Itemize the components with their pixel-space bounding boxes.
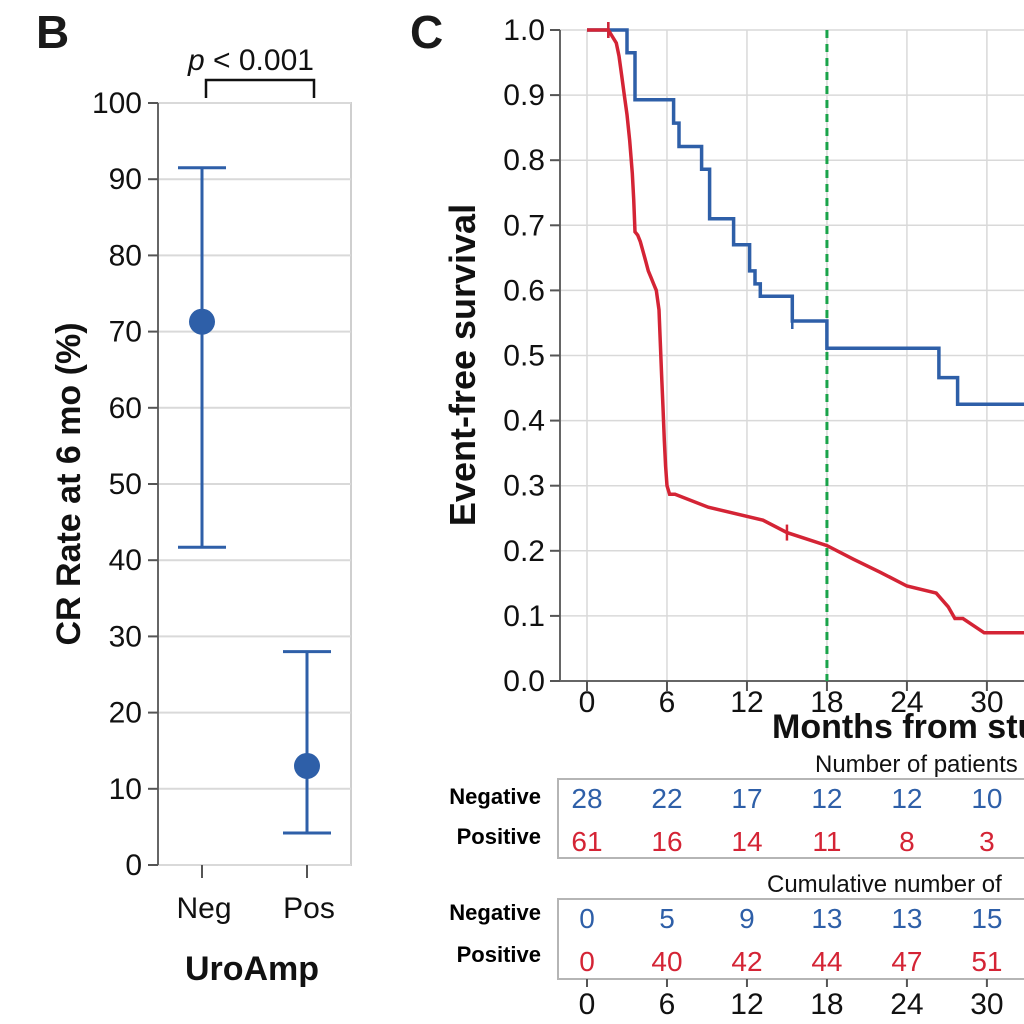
bottom-tick-label: 30 (970, 988, 1003, 1021)
table-cell: 61 (571, 826, 602, 857)
y-tick-label: 90 (109, 163, 142, 196)
panel-c-y-axis-title: Event-free survival (442, 204, 483, 526)
table-cell: 28 (571, 783, 602, 814)
y-tick-label: 0.3 (503, 470, 545, 503)
panel-b-y-axis-title: CR Rate at 6 mo (%) (50, 322, 88, 645)
panel-b-x-ticks: Neg Pos (176, 865, 335, 925)
table-cell: 16 (651, 826, 682, 857)
panel-b-x-axis-title: UroAmp (185, 950, 319, 988)
y-tick-label: 0.0 (503, 665, 545, 698)
table-cell: 8 (899, 826, 915, 857)
panel-b: B 0 10 20 30 40 50 60 70 80 90 100 Neg Pos p < 0.00… (36, 6, 352, 988)
point-estimate (294, 752, 320, 779)
bottom-tick-label: 6 (659, 988, 676, 1021)
risk-row-label-negative: Negative (449, 784, 541, 809)
y-tick-label: 0.4 (503, 405, 545, 438)
panel-b-letter: B (36, 6, 69, 58)
cumulative-table-header: Cumulative number of (767, 871, 1002, 898)
table-cell: 13 (891, 903, 922, 934)
table-cell: 17 (731, 783, 762, 814)
y-tick-label: 10 (109, 773, 142, 806)
significance-bracket (204, 78, 316, 98)
p-value-annotation: p < 0.001 (187, 44, 314, 77)
panel-c-x-axis-title: Months from study (772, 708, 1024, 746)
table-cell: 51 (971, 946, 1002, 977)
table-cell: 15 (971, 903, 1002, 934)
y-tick-label: 0 (125, 849, 142, 882)
p-symbol: p (187, 44, 205, 77)
bottom-tick-label: 18 (810, 988, 843, 1021)
table-cell: 5 (659, 903, 675, 934)
panel-b-marks (178, 166, 331, 835)
cumulative-row-label-positive: Positive (457, 942, 541, 967)
table-cell: 0 (579, 903, 595, 934)
table-cell: 12 (811, 783, 842, 814)
y-tick-label: 0.5 (503, 340, 545, 373)
x-tick-label: 0 (579, 686, 596, 719)
table-cell: 13 (811, 903, 842, 934)
y-tick-label: 0.1 (503, 600, 545, 633)
table-cell: 11 (812, 826, 841, 857)
p-value-text: < 0.001 (205, 44, 314, 77)
x-tick-label: Pos (283, 892, 335, 925)
table-cell: 42 (731, 946, 762, 977)
y-tick-label: 0.9 (503, 79, 545, 112)
table-cell: 47 (891, 946, 922, 977)
x-tick-label: 30 (970, 686, 1003, 719)
y-tick-label: 0.2 (503, 535, 545, 568)
panel-c-y-ticks: 0.0 0.1 0.2 0.3 0.4 0.5 0.6 0.7 0.8 0.9 1.0 (503, 14, 560, 698)
panel-c-letter: C (410, 6, 443, 58)
y-tick-label: 30 (109, 620, 142, 653)
bottom-tick-label: 24 (890, 988, 923, 1021)
cumulative-table-frame (557, 898, 1024, 980)
risk-table-frame (557, 778, 1024, 859)
risk-table-header: Number of patients (815, 751, 1018, 778)
panel-c: C 0.00.10.20.30.40.50.60.70.80.91.0 0 6 12… (410, 6, 1024, 1021)
survival-curve-positive (587, 28, 1024, 635)
table-cell: 10 (971, 783, 1002, 814)
panel-c-x-ticks: 0 6 12 18 24 30 (579, 681, 1004, 719)
bottom-tick-label: 0 (579, 988, 596, 1021)
bottom-tick-label: 12 (730, 988, 763, 1021)
cumulative-table-cells: 0 5 9 13 13 15 0 40 42 44 47 51 (579, 903, 1002, 977)
table-cell: 9 (739, 903, 755, 934)
point-estimate (189, 308, 215, 335)
y-tick-label: 0.6 (503, 274, 545, 307)
table-cell: 3 (979, 826, 995, 857)
y-tick-label: 20 (109, 697, 142, 730)
y-tick-label: 70 (109, 316, 142, 349)
y-tick-label: 1.0 (503, 14, 545, 47)
y-tick-label: 50 (109, 468, 142, 501)
risk-row-label-positive: Positive (457, 824, 541, 849)
x-tick-label: 12 (730, 686, 763, 719)
x-tick-label: 18 (810, 686, 843, 719)
table-cell: 22 (651, 783, 682, 814)
bottom-x-ticks: 0 6 12 18 24 30 (579, 979, 1004, 1021)
table-cell: 44 (811, 946, 842, 977)
x-tick-label: 6 (659, 686, 676, 719)
table-cell: 14 (731, 826, 762, 857)
x-tick-label: 24 (890, 686, 923, 719)
panel-b-gridlines (158, 102, 351, 866)
x-tick-label: Neg (176, 892, 231, 925)
y-tick-label: 100 (92, 87, 142, 120)
risk-table-cells: 28 22 17 12 12 10 61 16 14 11 8 3 (571, 783, 1002, 857)
y-tick-label: 60 (109, 392, 142, 425)
survival-curves (587, 22, 1024, 635)
y-tick-label: 0.7 (503, 209, 545, 242)
y-tick-label: 0.8 (503, 144, 545, 177)
survival-curve-negative (587, 28, 1024, 407)
table-cell: 0 (579, 946, 595, 977)
y-tick-label: 80 (109, 239, 142, 272)
table-cell: 40 (651, 946, 682, 977)
table-cell: 12 (891, 783, 922, 814)
panel-b-y-ticks: 0 10 20 30 40 50 60 70 80 90 100 (92, 87, 158, 882)
cumulative-row-label-negative: Negative (449, 900, 541, 925)
y-tick-label: 40 (109, 544, 142, 577)
